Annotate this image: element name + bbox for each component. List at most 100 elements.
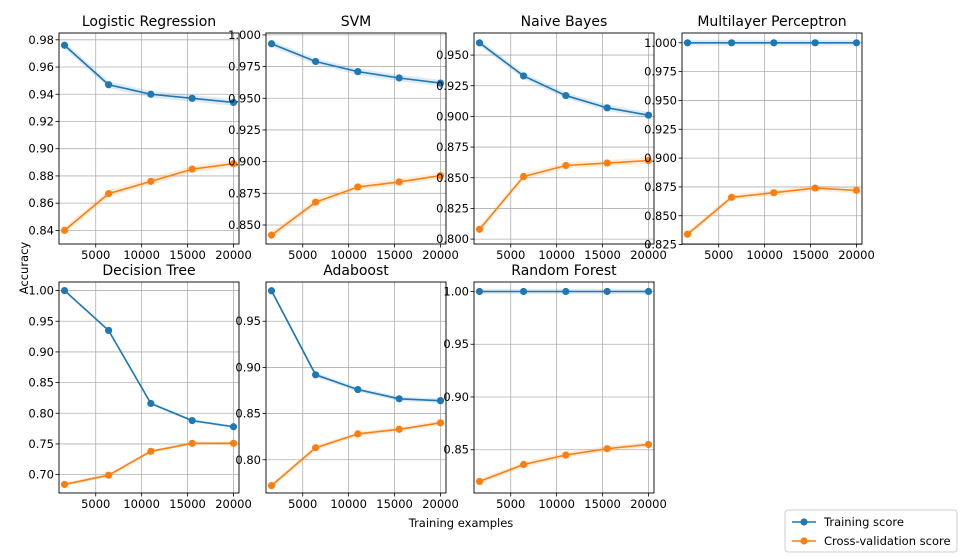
data-point-train	[562, 91, 570, 100]
data-point-cv	[852, 186, 861, 194]
data-point-train	[436, 79, 445, 87]
data-point-train	[475, 287, 484, 296]
y-tick-label: 0.900	[436, 109, 469, 123]
y-tick-label: 0.95	[443, 337, 469, 351]
data-point-cv	[311, 444, 320, 452]
y-tick-label: 0.70	[28, 468, 54, 482]
data-point-train	[104, 81, 113, 89]
data-point-train	[311, 57, 320, 66]
y-tick-label: 0.900	[644, 151, 677, 165]
data-point-train	[395, 74, 403, 82]
x-tick-label: 20000	[838, 248, 875, 262]
y-tick-label: 0.875	[228, 186, 261, 200]
data-point-cv	[188, 165, 196, 173]
figure-ylabel: Accuracy	[17, 242, 31, 295]
x-tick-label: 20000	[422, 248, 459, 262]
x-tick-label: 5000	[81, 248, 110, 262]
data-point-cv	[104, 190, 113, 198]
legend-label-cross-validation: Cross-validation score	[824, 534, 951, 548]
x-tick-label: 15000	[169, 497, 206, 511]
data-point-cv	[436, 171, 445, 180]
data-point-cv	[188, 439, 196, 447]
data-point-train	[562, 287, 570, 296]
data-point-cv	[60, 226, 69, 234]
data-point-train	[683, 39, 692, 47]
x-tick-label: 10000	[123, 497, 160, 511]
y-tick-label: 0.94	[28, 87, 54, 101]
data-point-cv	[770, 189, 778, 197]
data-point-cv	[311, 198, 320, 206]
data-point-cv	[683, 230, 692, 238]
x-tick-label: 15000	[584, 497, 621, 511]
y-tick-label: 0.825	[436, 201, 469, 215]
y-tick-label: 0.95	[235, 314, 261, 328]
data-point-cv	[267, 482, 276, 490]
figure-xlabel: Training examples	[408, 516, 514, 530]
x-tick-label: 5000	[288, 248, 317, 262]
data-point-train	[311, 371, 320, 379]
data-point-train	[436, 397, 445, 405]
legend: Training score Cross-validation score	[784, 509, 958, 553]
data-point-cv	[603, 445, 611, 453]
x-tick-label: 5000	[81, 497, 110, 511]
panel-title: Adaboost	[323, 263, 389, 279]
y-tick-label: 0.950	[644, 93, 677, 107]
data-point-train	[147, 90, 155, 98]
legend-entry-cross-validation: Cross-validation score	[792, 534, 951, 548]
y-tick-label: 0.75	[28, 437, 54, 451]
y-tick-label: 1.000	[228, 28, 261, 42]
y-tick-label: 0.92	[28, 114, 54, 128]
data-point-train	[267, 287, 276, 295]
y-tick-label: 0.80	[28, 406, 54, 420]
panel-title: Naive Bayes	[521, 14, 608, 30]
panel-title: Logistic Regression	[82, 14, 216, 30]
data-point-train	[603, 104, 611, 112]
data-point-cv	[562, 161, 570, 170]
y-tick-label: 1.00	[443, 284, 469, 298]
data-point-cv	[229, 160, 238, 168]
y-tick-label: 0.95	[28, 314, 54, 328]
data-point-train	[811, 39, 819, 47]
data-point-train	[644, 111, 653, 119]
series-band-cv	[479, 157, 649, 233]
data-point-cv	[267, 231, 276, 239]
data-point-cv	[475, 477, 484, 485]
data-point-cv	[519, 172, 528, 181]
y-tick-label: 0.950	[228, 91, 261, 105]
panel-multilayer-perceptron: 5000 10000 15000 20000 0.825 0.850 0.875 0.900 0…	[644, 14, 875, 262]
y-tick-label: 0.975	[228, 60, 261, 74]
series-band-train	[479, 39, 649, 119]
data-point-cv	[229, 439, 238, 447]
data-point-cv	[147, 177, 155, 185]
y-tick-label: 0.875	[644, 180, 677, 194]
data-point-cv	[354, 183, 362, 191]
y-tick-label: 0.80	[235, 453, 261, 467]
data-point-cv	[475, 225, 484, 233]
panel-svm: 5000 10000 15000 20000 0.850 0.875 0.900 0.925 0…	[228, 14, 459, 262]
data-point-train	[60, 41, 69, 49]
data-point-cv	[60, 480, 69, 489]
data-point-train	[60, 286, 69, 295]
data-point-train	[475, 39, 484, 47]
x-tick-label: 5000	[288, 497, 317, 511]
data-point-cv	[519, 460, 528, 469]
series-line-cv	[63, 162, 234, 232]
series-line-cv	[478, 159, 649, 230]
y-tick-label: 0.825	[644, 238, 677, 252]
series-band-cv	[64, 160, 234, 234]
x-tick-label: 15000	[792, 248, 829, 262]
y-tick-label: 0.85	[28, 376, 54, 390]
axes-frame	[265, 281, 447, 494]
y-tick-label: 0.90	[28, 142, 54, 156]
data-point-train	[727, 39, 736, 47]
legend-marker-cross-validation	[800, 537, 808, 545]
data-point-train	[267, 40, 276, 48]
data-point-cv	[727, 193, 736, 201]
y-tick-label: 1.000	[644, 36, 677, 50]
panel-title: Multilayer Perceptron	[697, 14, 846, 30]
data-point-cv	[603, 159, 611, 167]
x-tick-label: 15000	[376, 248, 413, 262]
legend-frame	[784, 509, 958, 553]
data-point-train	[603, 287, 611, 296]
y-tick-label: 1.00	[28, 284, 54, 298]
